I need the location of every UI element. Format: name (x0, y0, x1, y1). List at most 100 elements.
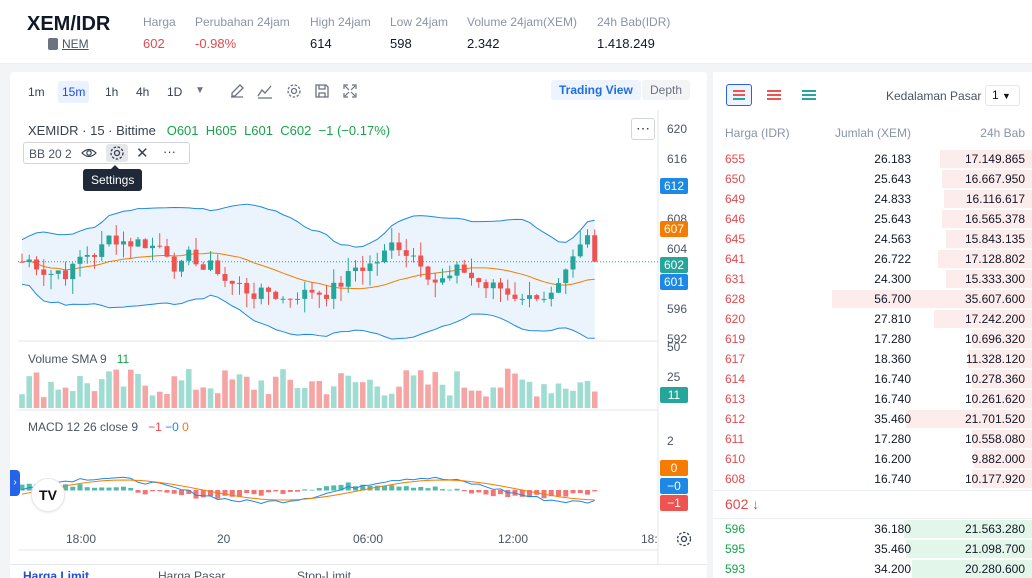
ask-row[interactable]: 611 17.280 10.558.080 (713, 429, 1032, 449)
depth-bar (942, 210, 1032, 228)
ask-row[interactable]: 631 24.300 15.333.300 (713, 269, 1032, 289)
time-tick: 20 (217, 532, 231, 546)
depth-bar (904, 520, 1032, 538)
tab-limit[interactable]: Harga Limit (23, 569, 90, 578)
price-cell: 612 (725, 412, 746, 426)
timeframe-1m[interactable]: 1m (28, 85, 45, 99)
divider (713, 518, 1032, 519)
total-cell: 11.328.120 (965, 352, 1025, 366)
amount-cell: 36.180 (874, 522, 911, 536)
ask-row[interactable]: 613 16.740 10.261.620 (713, 389, 1032, 409)
amount-cell: 16.740 (874, 372, 911, 386)
coin-link[interactable]: NEM (48, 37, 89, 51)
mode-trading-view[interactable]: Trading View (551, 80, 641, 100)
ask-row[interactable]: 608 16.740 10.177.920 (713, 469, 1032, 489)
depth-bar (906, 540, 1032, 558)
volume-tag: 11 (660, 387, 688, 403)
tab-stop-limit[interactable]: Stop-Limit (297, 569, 352, 578)
draw-pencil-icon[interactable] (229, 83, 245, 99)
ask-row[interactable]: 619 17.280 10.696.320 (713, 329, 1032, 349)
expand-sidebar-tab[interactable]: › (10, 470, 20, 496)
mode-depth[interactable]: Depth (642, 80, 691, 100)
tradingview-logo[interactable]: TV (31, 478, 65, 512)
bollinger-bands (18, 203, 658, 340)
view-asks-button[interactable] (761, 84, 787, 106)
ask-row[interactable]: 650 25.643 16.667.950 (713, 169, 1032, 189)
price-tag-bb-upper: 612 (660, 178, 688, 194)
depth-bar (946, 270, 1032, 288)
ask-row[interactable]: 646 25.643 16.565.378 (713, 209, 1032, 229)
timeframe-1h[interactable]: 1h (105, 85, 119, 99)
eye-icon[interactable] (81, 146, 97, 163)
timeframe-15m[interactable]: 15m (58, 81, 90, 103)
indicator-settings-icon[interactable] (106, 144, 128, 162)
stat-volume: Volume 24jam(XEM) 2.342 (467, 15, 578, 51)
total-cell: 17.242.200 (964, 312, 1025, 326)
amount-cell: 56.700 (874, 292, 911, 306)
ask-row[interactable]: 641 26.722 17.128.802 (713, 249, 1032, 269)
chart-settings-icon[interactable] (286, 83, 302, 99)
price-tick: 616 (667, 152, 688, 166)
save-icon[interactable] (314, 83, 330, 99)
amount-cell: 25.643 (874, 172, 911, 186)
price-cell: 610 (725, 452, 746, 466)
timeframe-1d[interactable]: 1D (167, 85, 183, 99)
total-cell: 16.667.950 (964, 172, 1025, 186)
ask-row[interactable]: 620 27.810 17.242.200 (713, 309, 1032, 329)
price-cell: 620 (725, 312, 746, 326)
coin-name[interactable]: NEM (62, 37, 89, 51)
amount-cell: 17.280 (874, 332, 911, 346)
macd-pane (19, 476, 598, 504)
stat-price: Harga 602 (143, 15, 176, 51)
depth-bar (968, 350, 1032, 368)
col-amount: Jumlah (XEM) (835, 126, 912, 140)
price-cell: 641 (725, 252, 746, 266)
total-cell: 17.128.802 (964, 252, 1025, 266)
ask-row[interactable]: 628 56.700 35.607.600 (713, 289, 1032, 309)
total-cell: 10.261.620 (964, 392, 1025, 406)
ask-row[interactable]: 649 24.833 16.116.617 (713, 189, 1032, 209)
macd-tag-hist: 0 (660, 460, 688, 476)
ask-row[interactable]: 645 24.563 15.843.135 (713, 229, 1032, 249)
timeframe-dropdown-icon[interactable]: ▼ (195, 85, 205, 96)
ask-row[interactable]: 610 16.200 9.882.000 (713, 449, 1032, 469)
price-chart[interactable] (10, 110, 707, 578)
amount-cell: 16.740 (874, 392, 911, 406)
ask-row[interactable]: 655 26.183 17.149.865 (713, 149, 1032, 169)
depth-bar (940, 150, 1032, 168)
depth-bar (972, 390, 1032, 408)
volume-tick: 25 (667, 370, 681, 384)
ask-row[interactable]: 614 16.740 10.278.360 (713, 369, 1032, 389)
remove-indicator-icon[interactable]: ✕ (136, 145, 149, 162)
fullscreen-icon[interactable] (342, 83, 358, 99)
amount-cell: 26.722 (874, 252, 911, 266)
ohlc-open: O601 (166, 123, 199, 138)
macd-legend: MACD 12 26 close 9 −1 −0 0 (28, 420, 189, 434)
bid-row[interactable]: 596 36.180 21.563.280 (713, 519, 1032, 539)
indicators-icon[interactable] (257, 83, 273, 99)
view-bids-button[interactable] (796, 84, 822, 106)
timeframe-4h[interactable]: 4h (136, 85, 150, 99)
ask-row[interactable]: 617 18.360 11.328.120 (713, 349, 1032, 369)
macd-tick: 2 (667, 434, 674, 448)
ask-row[interactable]: 612 35.460 21.701.520 (713, 409, 1032, 429)
col-price: Harga (IDR) (725, 126, 790, 140)
amount-cell: 17.280 (874, 432, 911, 446)
depth-bar (934, 310, 1032, 328)
time-tick: 18: (641, 532, 658, 546)
symbol-label: XEMIDR · 15 · Bittime (28, 123, 156, 138)
tab-market[interactable]: Harga Pasar (158, 569, 226, 578)
indicator-row-bb[interactable]: BB 20 2 ✕ ··· (23, 142, 190, 164)
chart-grid (18, 110, 659, 578)
depth-bar (972, 330, 1032, 348)
axis-settings-icon[interactable] (675, 530, 693, 548)
stat-value-idr: 24h Bab(IDR) 1.418.249 (597, 15, 671, 51)
indicator-more-icon[interactable]: ··· (163, 144, 176, 159)
chart-more-button[interactable]: ⋯ (631, 118, 655, 140)
time-tick: 12:00 (498, 532, 529, 546)
amount-cell: 27.810 (874, 312, 911, 326)
bid-row[interactable]: 593 34.200 20.280.600 (713, 559, 1032, 578)
depth-select[interactable]: 1 ▼ (985, 85, 1020, 106)
view-both-button[interactable] (726, 84, 752, 106)
bid-row[interactable]: 595 35.460 21.098.700 (713, 539, 1032, 559)
